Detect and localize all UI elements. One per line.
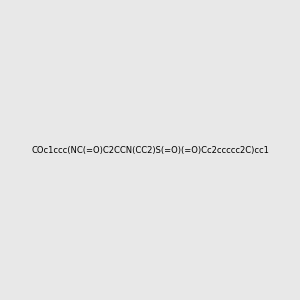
Text: COc1ccc(NC(=O)C2CCN(CC2)S(=O)(=O)Cc2ccccc2C)cc1: COc1ccc(NC(=O)C2CCN(CC2)S(=O)(=O)Cc2cccc… [31, 146, 269, 154]
